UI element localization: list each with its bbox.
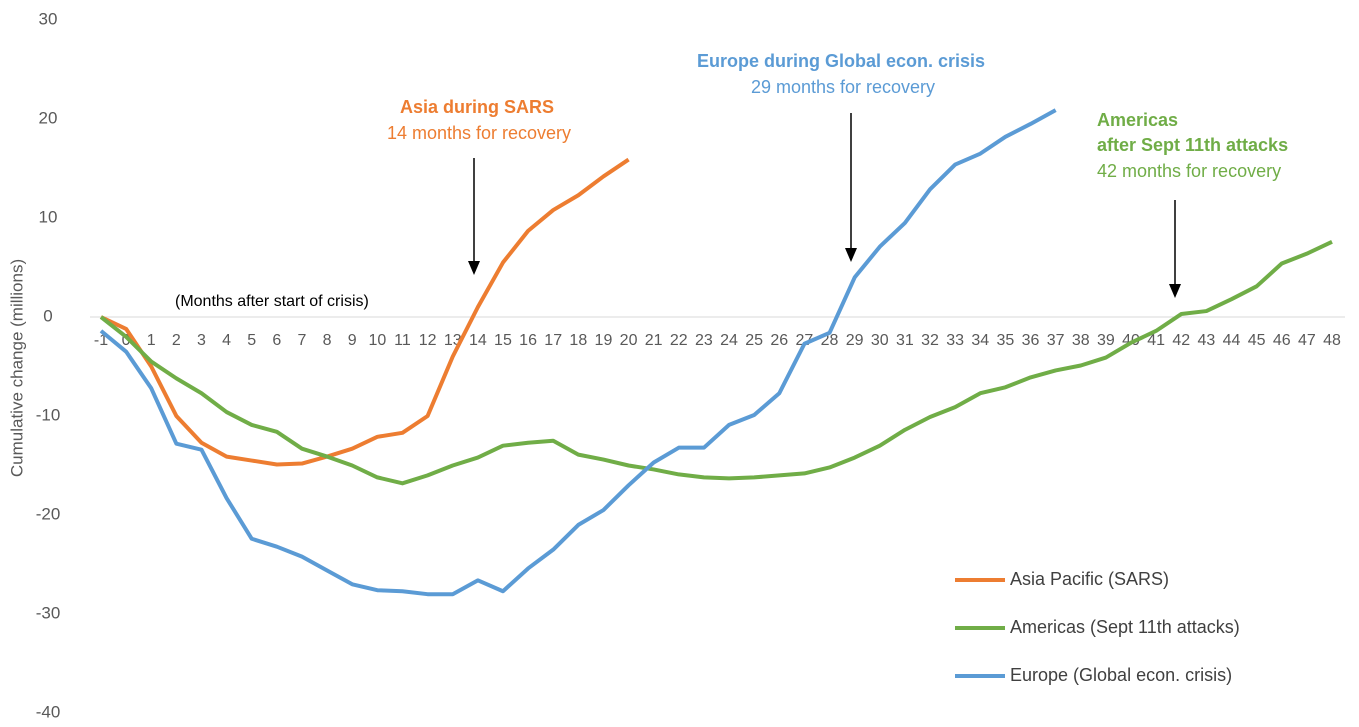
arrow-head <box>468 261 480 275</box>
x-tick-label: 17 <box>544 332 562 349</box>
x-tick-label: 34 <box>971 332 989 349</box>
legend-label: Europe (Global econ. crisis) <box>1010 665 1232 685</box>
annotation-text: 29 months for recovery <box>751 77 935 97</box>
series-line <box>99 108 1057 597</box>
x-tick-label: 42 <box>1172 332 1190 349</box>
x-tick-label: 33 <box>946 332 964 349</box>
x-tick-label: 46 <box>1273 332 1291 349</box>
x-tick-label: 4 <box>222 332 231 349</box>
x-tick-label: 30 <box>871 332 889 349</box>
y-tick-label: 0 <box>43 306 52 325</box>
arrow-head <box>1169 284 1181 298</box>
x-tick-label: 48 <box>1323 332 1341 349</box>
x-tick-label: 36 <box>1022 332 1040 349</box>
annotation-text: 14 months for recovery <box>387 123 571 143</box>
x-tick-label: 12 <box>419 332 437 349</box>
series-line <box>99 239 1333 486</box>
x-tick-label: 37 <box>1047 332 1065 349</box>
x-tick-label: 6 <box>272 332 281 349</box>
x-axis-note: (Months after start of crisis) <box>175 293 369 310</box>
y-tick-label: -20 <box>36 504 61 523</box>
x-tick-label: 18 <box>569 332 587 349</box>
x-tick-label: 10 <box>368 332 386 349</box>
x-tick-label: 11 <box>394 332 411 349</box>
x-tick-label: 24 <box>720 332 738 349</box>
x-tick-label: 31 <box>896 332 914 349</box>
legend-label: Americas (Sept 11th attacks) <box>1010 617 1240 637</box>
y-tick-label: -30 <box>36 603 61 622</box>
y-tick-label: -10 <box>36 405 61 424</box>
x-tick-label: 25 <box>745 332 763 349</box>
x-tick-label: 0 <box>122 332 131 349</box>
x-tick-label: 20 <box>620 332 638 349</box>
x-tick-label: 27 <box>796 332 814 349</box>
x-tick-label: 41 <box>1147 332 1165 349</box>
x-tick-label: 38 <box>1072 332 1090 349</box>
annotation-title: after Sept 11th attacks <box>1097 135 1288 155</box>
x-tick-label: 19 <box>595 332 613 349</box>
x-tick-label: 47 <box>1298 332 1316 349</box>
x-tick-label: -1 <box>94 332 108 349</box>
y-tick-label: 20 <box>39 108 58 127</box>
x-tick-label: 9 <box>348 332 357 349</box>
x-tick-label: 44 <box>1223 332 1241 349</box>
x-tick-label: 35 <box>997 332 1015 349</box>
annotation-title: Europe during Global econ. crisis <box>697 51 985 71</box>
x-tick-label: 5 <box>247 332 256 349</box>
y-tick-label: -40 <box>36 702 61 721</box>
annotation-title: Asia during SARS <box>400 97 554 117</box>
x-tick-label: 16 <box>519 332 537 349</box>
x-tick-label: 32 <box>921 332 939 349</box>
x-tick-label: 23 <box>695 332 713 349</box>
y-axis-title: Cumulative change (millions) <box>7 259 26 477</box>
y-tick-label: 30 <box>39 9 58 28</box>
y-tick-label: 10 <box>39 207 58 226</box>
x-tick-label: 8 <box>323 332 332 349</box>
series-line <box>100 157 630 467</box>
x-tick-label: 29 <box>846 332 864 349</box>
x-tick-label: 21 <box>645 332 663 349</box>
annotation-title: Americas <box>1097 110 1178 130</box>
legend-label: Asia Pacific (SARS) <box>1010 569 1169 589</box>
x-tick-label: 43 <box>1197 332 1215 349</box>
x-tick-label: 1 <box>147 332 156 349</box>
x-tick-label: 26 <box>770 332 788 349</box>
x-tick-label: 15 <box>494 332 512 349</box>
x-tick-label: 3 <box>197 332 206 349</box>
annotation-text: 42 months for recovery <box>1097 161 1281 181</box>
arrow-head <box>845 248 857 262</box>
x-tick-label: 39 <box>1097 332 1115 349</box>
x-tick-label: 7 <box>298 332 307 349</box>
x-tick-label: 45 <box>1248 332 1266 349</box>
x-tick-label: 22 <box>670 332 688 349</box>
x-tick-label: 2 <box>172 332 181 349</box>
x-tick-label: 14 <box>469 332 487 349</box>
